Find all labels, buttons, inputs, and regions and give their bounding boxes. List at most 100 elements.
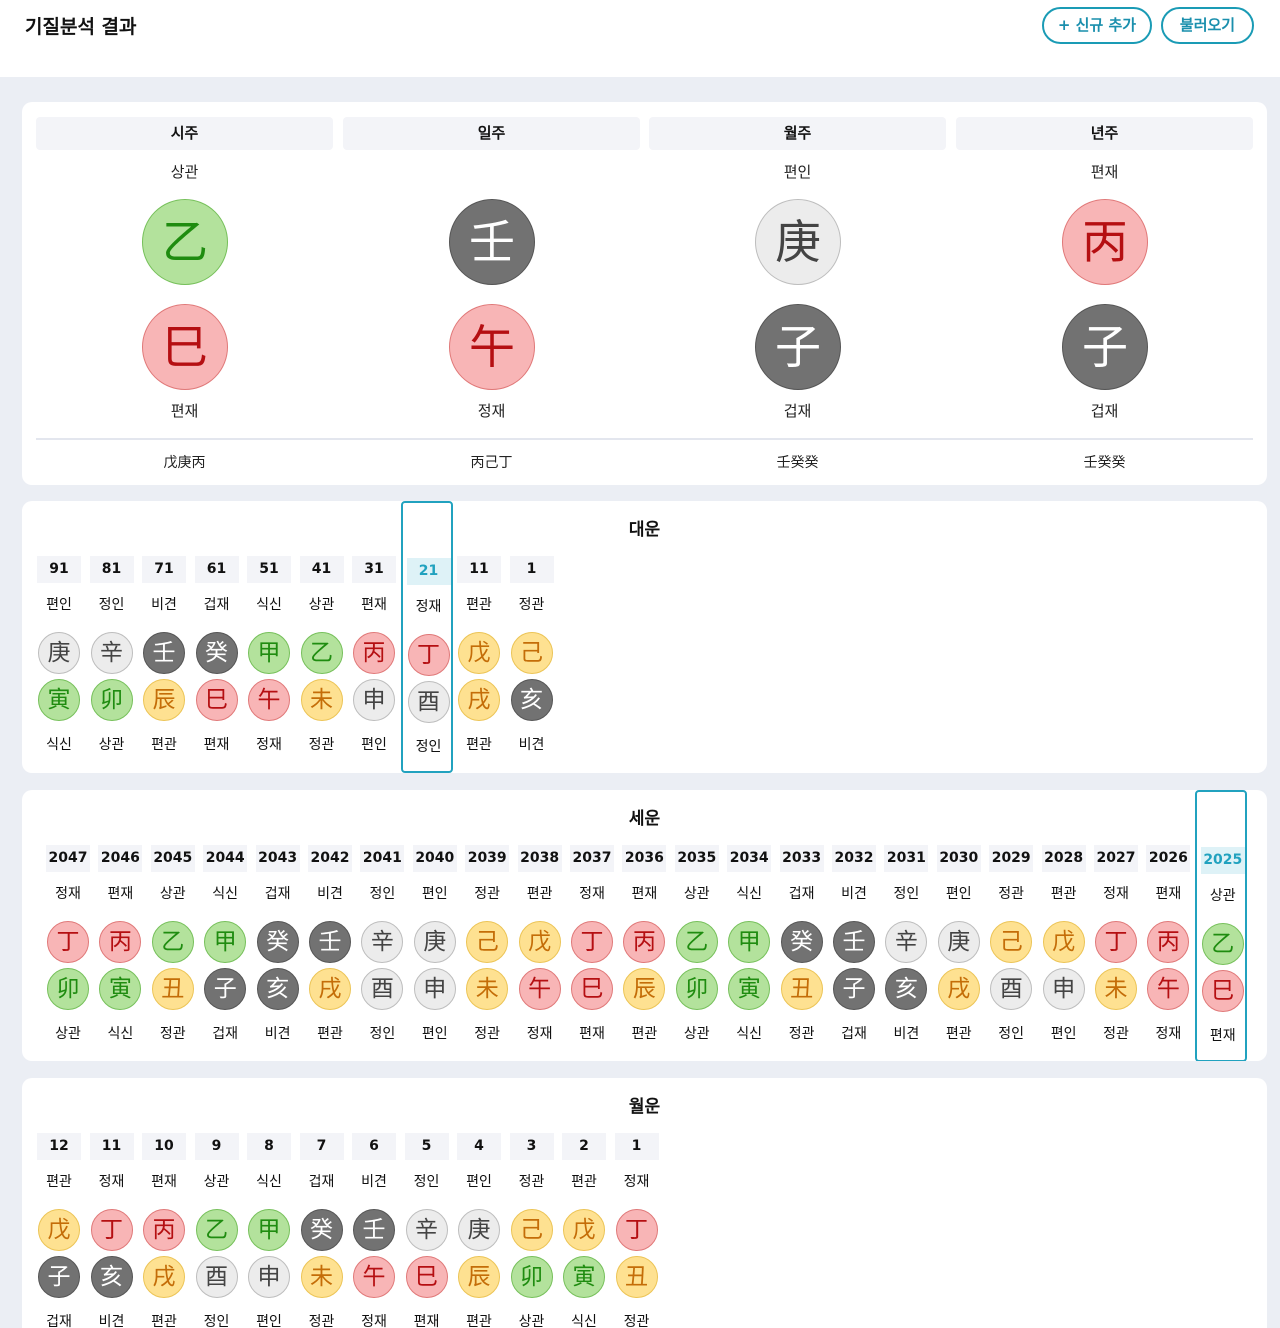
hidden-stems-label: 戊庚丙 — [163, 455, 206, 471]
earthly-branch-circle: 戌 — [937, 968, 980, 1010]
branch-tengod-label: 상관 — [683, 1026, 710, 1042]
seun-column[interactable]: 2047 정재 丁卯 상관 — [42, 790, 94, 1061]
earthly-branch-circle: 戌 — [309, 968, 351, 1010]
earthly-branch-circle: 巳 — [405, 1256, 448, 1298]
branch-tengod-label: 겁재 — [212, 1026, 239, 1042]
daeun-column[interactable]: 41 상관 乙未 정관 — [296, 501, 348, 773]
branch-tengod-label: 비견 — [98, 1314, 125, 1328]
stem-tengod-label: 상관 — [170, 163, 199, 181]
wolun-column[interactable]: 10 편재 丙戌 편관 — [138, 1078, 190, 1328]
seun-column[interactable]: 2028 편관 戊申 편인 — [1038, 790, 1090, 1061]
branch-tengod-label: 편관 — [317, 1026, 343, 1042]
seun-column[interactable]: 2045 상관 乙丑 정관 — [147, 790, 199, 1061]
wolun-column[interactable]: 3 정관 己卯 상관 — [506, 1078, 558, 1328]
stem-tengod-label: 편재 — [631, 886, 658, 902]
seun-column[interactable]: 2039 정관 己未 정관 — [461, 790, 513, 1061]
stem-tengod-label: 정인 — [413, 1174, 440, 1190]
daeun-column[interactable]: 11 편관 戊戌 편관 — [453, 501, 505, 773]
seun-period-label: 2031 — [884, 845, 929, 872]
branch-tengod-label: 편관 — [151, 1314, 177, 1328]
daeun-column[interactable]: 51 식신 甲午 정재 — [243, 501, 295, 773]
earthly-branch-circle: 子 — [755, 304, 841, 390]
daeun-period-label: 61 — [194, 556, 239, 583]
stem-tengod-label: 편재 — [1155, 886, 1182, 902]
seun-column[interactable]: 2032 비견 壬子 겁재 — [828, 790, 880, 1061]
stem-tengod-label: 정재 — [55, 886, 81, 902]
branch-tengod-label: 겁재 — [46, 1314, 72, 1328]
seun-column[interactable]: 2040 편인 庚申 편인 — [409, 790, 461, 1061]
seun-period-label: 2034 — [727, 845, 772, 872]
seun-column[interactable]: 2029 정관 己酉 정인 — [985, 790, 1037, 1061]
heavenly-stem-circle: 乙 — [142, 199, 228, 285]
add-new-button[interactable]: + 신규 추가 — [1042, 7, 1152, 44]
daeun-period-label: 91 — [37, 556, 81, 583]
seun-period-label: 2038 — [517, 845, 562, 872]
wolun-column[interactable]: 8 식신 甲申 편인 — [243, 1078, 295, 1328]
seun-column[interactable]: 2031 정인 辛亥 비견 — [880, 790, 932, 1061]
wolun-column[interactable]: 1 정재 丁丑 정관 — [611, 1078, 663, 1328]
heavenly-stem-circle: 己 — [510, 632, 553, 674]
stem-tengod-label: 겁재 — [308, 1174, 335, 1190]
seun-column[interactable]: 2041 정인 辛酉 정인 — [356, 790, 408, 1061]
seun-column[interactable]: 2027 정재 丁未 정관 — [1090, 790, 1142, 1061]
stem-tengod-label: 편관 — [1050, 886, 1077, 902]
daeun-column[interactable]: 31 편재 丙申 편인 — [348, 501, 400, 773]
daeun-column[interactable]: 21 정재 丁酉 정인 — [400, 501, 453, 773]
stem-tengod-label: 정재 — [415, 599, 442, 615]
branch-tengod-label: 편재 — [170, 402, 199, 420]
stem-tengod-label: 편인 — [945, 886, 972, 902]
branch-tengod-label: 상관 — [98, 737, 125, 753]
seun-column[interactable]: 2046 편재 丙寅 식신 — [94, 790, 146, 1061]
daeun-period-label: 41 — [299, 556, 344, 583]
seun-column[interactable]: 2034 식신 甲寅 식신 — [723, 790, 775, 1061]
heavenly-stem-circle: 戊 — [458, 632, 500, 674]
wolun-column[interactable]: 4 편인 庚辰 편관 — [453, 1078, 505, 1328]
branch-tengod-label: 정인 — [203, 1314, 230, 1328]
seun-column[interactable]: 2043 겁재 癸亥 비견 — [252, 790, 304, 1061]
branch-tengod-label: 편인 — [421, 1026, 448, 1042]
seun-column[interactable]: 2033 겁재 癸丑 정관 — [776, 790, 828, 1061]
seun-column[interactable]: 2038 편관 戊午 정재 — [514, 790, 566, 1061]
wolun-column[interactable]: 5 정인 辛巳 편재 — [401, 1078, 453, 1328]
branch-tengod-label: 비견 — [893, 1026, 920, 1042]
seun-period-label: 2036 — [622, 845, 667, 872]
daeun-column[interactable]: 61 겁재 癸巳 편재 — [191, 501, 243, 773]
seun-column[interactable]: 2026 편재 丙午 정재 — [1142, 790, 1194, 1061]
seun-column[interactable]: 2030 편인 庚戌 편관 — [933, 790, 985, 1061]
earthly-branch-circle: 辰 — [143, 679, 185, 721]
daeun-column[interactable]: 71 비견 壬辰 편관 — [138, 501, 190, 773]
earthly-branch-circle: 卯 — [510, 1256, 553, 1298]
daeun-column[interactable]: 81 정인 辛卯 상관 — [86, 501, 138, 773]
daeun-column[interactable]: 91 편인 庚寅 식신 — [33, 501, 85, 773]
heavenly-stem-circle: 庚 — [413, 921, 456, 963]
earthly-branch-circle: 戌 — [458, 679, 500, 721]
wolun-column[interactable]: 2 편관 戊寅 식신 — [558, 1078, 610, 1328]
wolun-column[interactable]: 7 겁재 癸未 정관 — [296, 1078, 348, 1328]
heavenly-stem-circle: 己 — [990, 921, 1033, 963]
wolun-column[interactable]: 6 비견 壬午 정재 — [348, 1078, 400, 1328]
seun-column[interactable]: 2036 편재 丙辰 편관 — [618, 790, 670, 1061]
seun-column[interactable]: 2037 정재 丁巳 편재 — [566, 790, 618, 1061]
heavenly-stem-circle: 壬 — [833, 921, 875, 963]
heavenly-stem-circle: 壬 — [143, 632, 185, 674]
branch-tengod-label: 편재 — [203, 737, 230, 753]
seun-column[interactable]: 2035 상관 乙卯 상관 — [671, 790, 723, 1061]
seun-column[interactable]: 2025 상관 乙巳 편재 — [1194, 790, 1247, 1061]
daeun-title: 대운 — [628, 520, 661, 540]
stem-tengod-label: 정인 — [369, 886, 396, 902]
wolun-column[interactable]: 9 상관 乙酉 정인 — [191, 1078, 243, 1328]
earthly-branch-circle: 卯 — [90, 679, 133, 721]
seun-period-label: 2029 — [989, 845, 1034, 872]
branch-tengod-label: 겁재 — [783, 402, 812, 420]
wolun-column[interactable]: 11 정재 丁亥 비견 — [86, 1078, 138, 1328]
earthly-branch-circle: 丑 — [780, 968, 823, 1010]
seun-column[interactable]: 2042 비견 壬戌 편관 — [304, 790, 356, 1061]
stem-tengod-label: 정관 — [474, 886, 501, 902]
heavenly-stem-circle: 辛 — [361, 921, 404, 963]
branch-tengod-label: 편인 — [256, 1314, 282, 1328]
seun-column[interactable]: 2044 식신 甲子 겁재 — [199, 790, 251, 1061]
daeun-column[interactable]: 1 정관 己亥 비견 — [506, 501, 558, 773]
earthly-branch-circle: 子 — [1062, 304, 1148, 390]
load-button[interactable]: 불러오기 — [1161, 7, 1254, 44]
wolun-column[interactable]: 12 편관 戊子 겁재 — [33, 1078, 85, 1328]
